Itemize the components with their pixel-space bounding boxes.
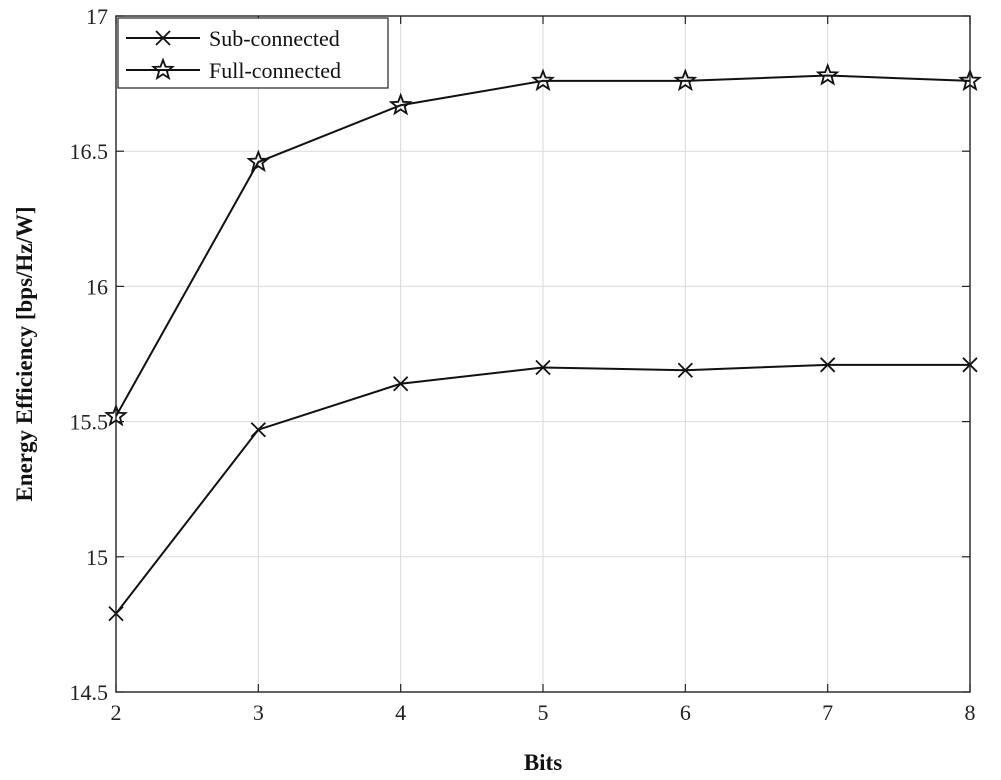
data-point-star-marker bbox=[673, 68, 698, 92]
data-point-star-marker bbox=[388, 92, 413, 116]
x-tick-label: 8 bbox=[965, 700, 976, 725]
y-tick-label: 15 bbox=[86, 545, 108, 570]
legend-box bbox=[117, 17, 389, 89]
data-point-star-marker bbox=[815, 62, 840, 86]
y-axis-label: Energy Efficiency [bps/Hz/W] bbox=[12, 206, 37, 501]
series-layer bbox=[104, 62, 982, 622]
y-tick-label: 16 bbox=[86, 274, 108, 299]
x-tick-label: 3 bbox=[253, 700, 264, 725]
data-point-star-marker bbox=[531, 68, 555, 92]
legend-entry-full-connected: Full-connected bbox=[126, 57, 341, 83]
data-point-x-marker bbox=[250, 422, 266, 438]
data-point-x-marker bbox=[393, 376, 409, 392]
x-tick-label: 2 bbox=[111, 700, 122, 725]
legend-entry-sub-connected: Sub-connected bbox=[126, 26, 340, 51]
data-point-x-marker bbox=[535, 359, 551, 376]
series-line bbox=[115, 74, 971, 417]
legend: Sub-connected Full-connected bbox=[117, 17, 389, 89]
y-tick-label: 17 bbox=[86, 4, 108, 29]
legend-star-marker bbox=[151, 57, 175, 81]
x-axis-label: Bits bbox=[524, 750, 562, 775]
legend-marker-star-icon bbox=[151, 57, 175, 81]
x-tick-label: 6 bbox=[680, 700, 691, 725]
x-tick-label: 7 bbox=[822, 700, 833, 725]
y-tick-label: 16.5 bbox=[70, 139, 109, 164]
tick-labels: 2 3 4 5 6 7 8 14.5 15 15.5 16 16.5 17 bbox=[70, 4, 976, 725]
grid bbox=[115, 15, 971, 693]
legend-x-marker bbox=[155, 30, 171, 46]
legend-label-sub-connected: Sub-connected bbox=[209, 26, 340, 51]
data-point-star-marker bbox=[246, 149, 271, 173]
data-point-x-marker bbox=[820, 357, 836, 373]
x-tick-label: 5 bbox=[538, 700, 549, 725]
y-tick-label: 15.5 bbox=[70, 410, 109, 435]
x-tick-label: 4 bbox=[395, 700, 406, 725]
data-point-x-marker bbox=[677, 362, 693, 378]
legend-label-full-connected: Full-connected bbox=[209, 58, 341, 83]
legend-marker-x-icon bbox=[155, 30, 171, 46]
y-tick-label: 14.5 bbox=[70, 680, 109, 705]
series-sub-connected bbox=[108, 357, 978, 622]
